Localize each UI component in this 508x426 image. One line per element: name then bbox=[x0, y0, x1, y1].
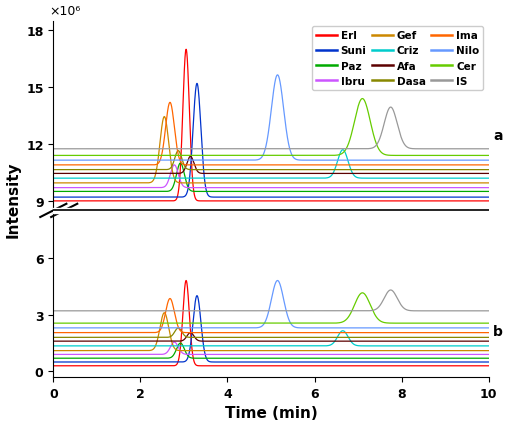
Text: a: a bbox=[493, 129, 502, 143]
Text: b: b bbox=[493, 324, 503, 338]
Legend: Erl, Suni, Paz, Ibru, Gef, Criz, Afa, Dasa, Ima, Nilo, Cer, IS: Erl, Suni, Paz, Ibru, Gef, Criz, Afa, Da… bbox=[311, 27, 484, 91]
X-axis label: Time (min): Time (min) bbox=[225, 406, 318, 420]
Y-axis label: Intensity: Intensity bbox=[6, 161, 20, 238]
Text: ×10⁶: ×10⁶ bbox=[49, 5, 80, 18]
Bar bbox=[53, 208, 489, 214]
